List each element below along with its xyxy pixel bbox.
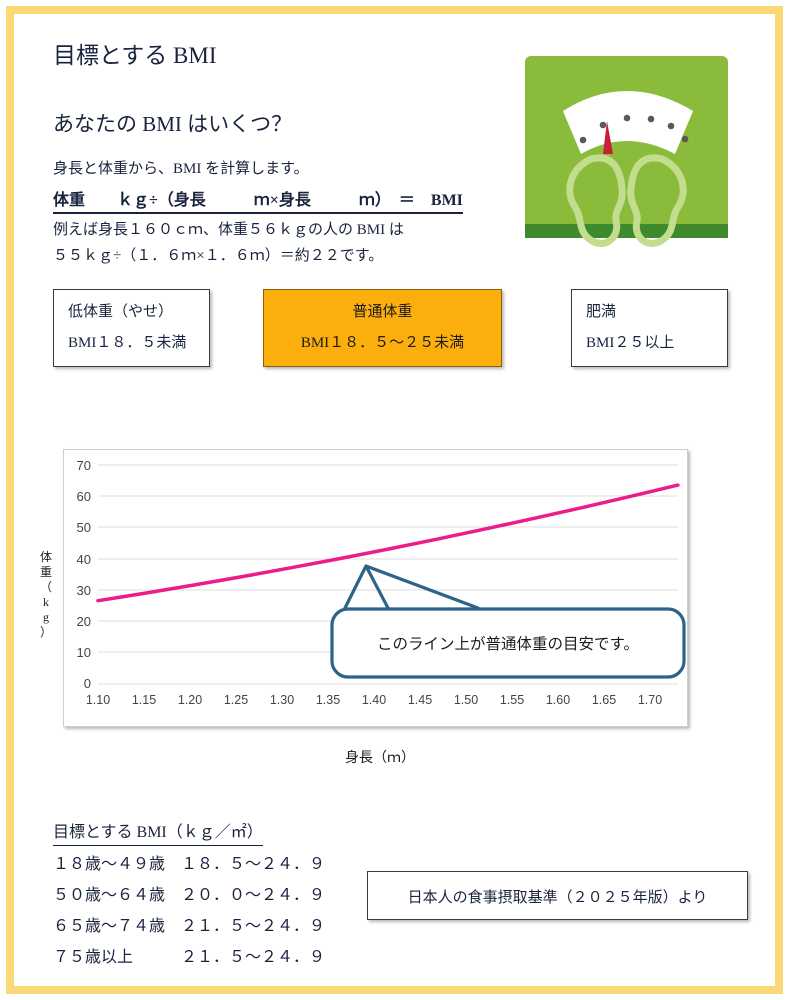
svg-text:1.45: 1.45 [408, 693, 432, 707]
svg-text:1.55: 1.55 [500, 693, 524, 707]
svg-text:70: 70 [77, 458, 91, 473]
svg-text:60: 60 [77, 489, 91, 504]
svg-text:1.35: 1.35 [316, 693, 340, 707]
svg-text:10: 10 [77, 645, 91, 660]
svg-text:1.50: 1.50 [454, 693, 478, 707]
svg-text:1.10: 1.10 [86, 693, 110, 707]
svg-text:1.20: 1.20 [178, 693, 202, 707]
svg-text:1.15: 1.15 [132, 693, 156, 707]
svg-text:1.40: 1.40 [362, 693, 386, 707]
svg-text:1.25: 1.25 [224, 693, 248, 707]
svg-text:1.70: 1.70 [638, 693, 662, 707]
svg-text:40: 40 [77, 552, 91, 567]
svg-text:1.60: 1.60 [546, 693, 570, 707]
svg-text:1.65: 1.65 [592, 693, 616, 707]
svg-text:20: 20 [77, 614, 91, 629]
svg-text:このライン上が普通体重の目安です。: このライン上が普通体重の目安です。 [377, 635, 639, 653]
svg-text:0: 0 [84, 676, 91, 691]
svg-text:1.30: 1.30 [270, 693, 294, 707]
svg-text:30: 30 [77, 583, 91, 598]
svg-text:50: 50 [77, 520, 91, 535]
